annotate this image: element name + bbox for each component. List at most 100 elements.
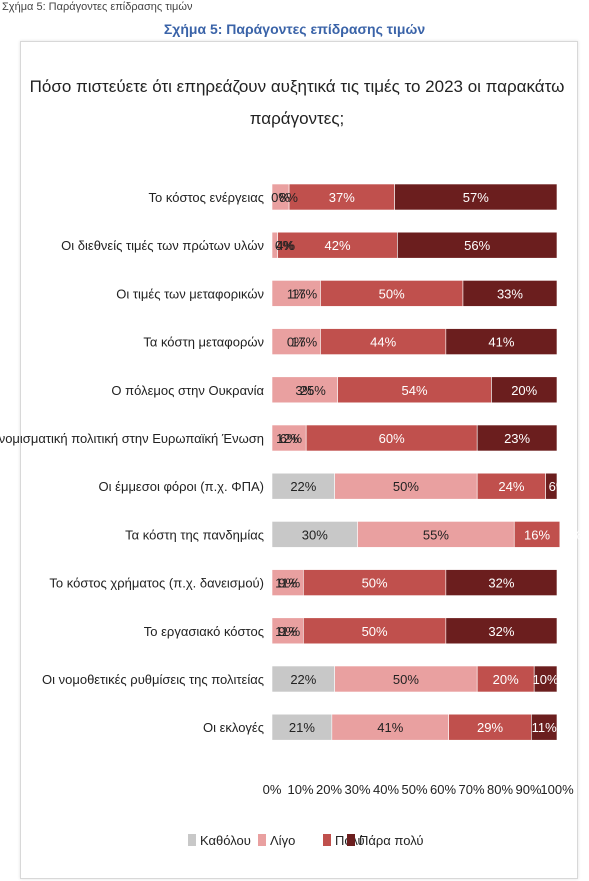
data-label-inline: 9% bbox=[278, 624, 297, 639]
data-label: 32% bbox=[488, 576, 514, 591]
bar-segment bbox=[271, 424, 307, 452]
x-tick-label: 40% bbox=[373, 782, 399, 797]
bar-segment bbox=[531, 713, 558, 741]
data-label: 1% bbox=[287, 286, 306, 301]
bar-segment bbox=[445, 569, 558, 596]
chart-title-line: Πόσο πιστεύετε ότι επηρεάζουν αυξητικά τ… bbox=[30, 77, 565, 96]
data-label: 44% bbox=[370, 335, 396, 350]
bar-segment bbox=[476, 424, 558, 452]
data-label: 29% bbox=[477, 720, 503, 735]
data-label: 33% bbox=[497, 286, 523, 301]
x-tick-label: 70% bbox=[458, 782, 484, 797]
bar-segment bbox=[331, 713, 450, 741]
data-label-inline: 4% bbox=[276, 238, 295, 253]
bar-segment bbox=[445, 328, 558, 355]
data-label: 0% bbox=[275, 238, 294, 253]
data-label: 41% bbox=[377, 720, 403, 735]
bar-segment bbox=[271, 521, 358, 548]
x-tick-label: 60% bbox=[430, 782, 456, 797]
data-label: 0% bbox=[271, 190, 290, 205]
chart-title-line: παράγοντες; bbox=[250, 109, 344, 128]
legend-swatch bbox=[188, 834, 196, 846]
data-label: 11% bbox=[275, 576, 300, 591]
bar-segment bbox=[394, 183, 558, 211]
data-label-inline: 9% bbox=[278, 576, 297, 591]
data-label: 2% bbox=[563, 527, 582, 542]
data-label: 20% bbox=[511, 383, 537, 398]
data-label: 50% bbox=[362, 624, 388, 639]
data-label: 0% bbox=[287, 335, 306, 350]
bar-segment bbox=[533, 665, 558, 693]
data-label: 20% bbox=[493, 672, 519, 687]
data-label: 41% bbox=[488, 335, 514, 350]
bar-segment bbox=[277, 231, 398, 259]
category-label: Το κόστος ενέργειας bbox=[149, 190, 264, 205]
data-label: 10% bbox=[533, 672, 559, 687]
data-label: 50% bbox=[393, 672, 419, 687]
category-label: Η νομισματική πολιτική στην Ευρωπαϊκή Έν… bbox=[0, 431, 264, 446]
bar-segment bbox=[305, 424, 478, 452]
data-label: 16% bbox=[524, 527, 550, 542]
data-label: 57% bbox=[463, 190, 489, 205]
x-tick-label: 100% bbox=[540, 782, 574, 797]
data-label: 23% bbox=[504, 431, 530, 446]
legend-label: Λίγο bbox=[270, 833, 295, 848]
data-label: 22% bbox=[290, 479, 316, 494]
category-label: Οι έμμεσοι φόροι (π.χ. ΦΠΑ) bbox=[99, 479, 264, 494]
x-tick-label: 30% bbox=[344, 782, 370, 797]
bar-segment bbox=[271, 665, 336, 693]
bar-segment bbox=[334, 472, 478, 500]
legend-label: Πάρα πολύ bbox=[359, 833, 424, 848]
data-label: 42% bbox=[325, 238, 351, 253]
x-tick-label: 90% bbox=[515, 782, 541, 797]
data-label-inline: 6% bbox=[280, 431, 299, 446]
data-label: 55% bbox=[423, 527, 449, 542]
data-label: 30% bbox=[302, 527, 328, 542]
legend-label: Καθόλου bbox=[200, 833, 251, 848]
x-tick-label: 10% bbox=[287, 782, 313, 797]
legend-swatch bbox=[323, 834, 331, 846]
bar-segment bbox=[303, 569, 447, 596]
bar-segment bbox=[271, 376, 338, 404]
legend-swatch bbox=[258, 834, 266, 846]
category-label: Το εργασιακό κόστος bbox=[144, 624, 264, 639]
category-label: Ο πόλεμος στην Ουκρανία bbox=[111, 383, 264, 398]
data-label: 56% bbox=[464, 238, 490, 253]
data-label: 32% bbox=[488, 624, 514, 639]
category-label: Το κόστος χρήματος (π.χ. δανεισμού) bbox=[49, 576, 264, 591]
category-label: Οι νομοθετικές ρυθμίσεις της πολιτείας bbox=[42, 672, 264, 687]
bar-segment bbox=[513, 521, 561, 548]
bar-segment bbox=[288, 183, 395, 211]
data-label: 3% bbox=[295, 383, 314, 398]
bar-segment bbox=[448, 713, 532, 741]
bar-segment bbox=[545, 472, 558, 500]
bar-segment bbox=[320, 328, 447, 355]
bar-segment bbox=[271, 713, 333, 741]
bar-segment bbox=[271, 569, 304, 596]
bar-segment bbox=[476, 665, 535, 693]
bar-segment bbox=[271, 617, 304, 645]
category-label: Τα κόστη της πανδημίας bbox=[125, 527, 264, 542]
data-label-inline: 8% bbox=[279, 190, 298, 205]
x-tick-label: 50% bbox=[401, 782, 427, 797]
data-label: 6% bbox=[549, 479, 568, 494]
category-label: Οι διεθνείς τιμές των πρώτων υλών bbox=[61, 238, 264, 253]
figure-title: Σχήμα 5: Παράγοντες επίδρασης τιμών bbox=[163, 21, 426, 37]
data-label: 24% bbox=[498, 479, 524, 494]
x-tick-label: 20% bbox=[316, 782, 342, 797]
data-label: 21% bbox=[289, 720, 315, 735]
data-label: 37% bbox=[329, 190, 355, 205]
bar-segment bbox=[445, 617, 558, 645]
x-tick-label: 80% bbox=[487, 782, 513, 797]
data-label: 11% bbox=[532, 720, 557, 735]
category-label: Οι τιμές των μεταφορικών bbox=[116, 286, 264, 301]
bar-segment bbox=[271, 472, 336, 500]
bar-segment bbox=[462, 280, 558, 307]
x-tick-label: 0% bbox=[263, 782, 282, 797]
data-label: 60% bbox=[379, 431, 405, 446]
bar-segment bbox=[357, 521, 515, 548]
bar-segment bbox=[397, 231, 558, 259]
bar-segment bbox=[303, 617, 447, 645]
data-label-inline: 17% bbox=[291, 286, 317, 301]
